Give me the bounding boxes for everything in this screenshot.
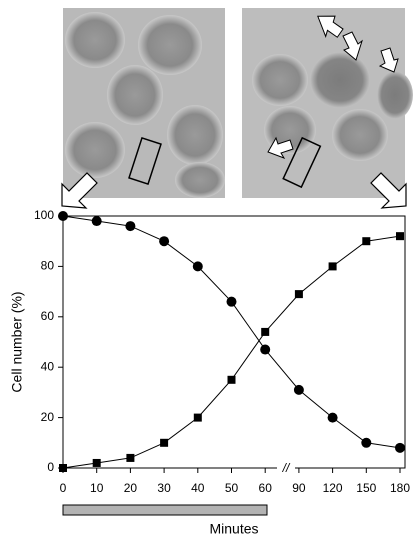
series-line	[62, 235, 401, 469]
y-tick-label: 80	[41, 259, 55, 273]
micrograph-after	[242, 8, 413, 198]
time-bar	[62, 504, 268, 516]
y-tick-label: 40	[41, 359, 55, 373]
y-tick-label: 60	[41, 309, 55, 323]
y-tick-label: 100	[34, 208, 54, 222]
x-tick-label: 120	[323, 481, 343, 495]
x-tick-label: 180	[390, 481, 410, 495]
axis-break-gap	[277, 462, 295, 474]
x-tick-label: 40	[191, 481, 205, 495]
micrograph-before	[63, 8, 225, 198]
arrows	[61, 172, 407, 209]
marker-circle	[226, 296, 237, 307]
marker-square	[294, 290, 303, 299]
marker-circle	[58, 211, 68, 221]
marker-circle	[91, 216, 102, 227]
marker-square	[126, 453, 135, 462]
x-tick-label: 10	[90, 481, 104, 495]
marker-square	[261, 327, 270, 336]
marker-circle	[293, 384, 304, 395]
series-line	[62, 215, 401, 449]
x-tick-label: 30	[157, 481, 171, 495]
marker-circle	[159, 236, 170, 247]
marker-circle	[260, 344, 271, 355]
marker-square	[362, 237, 371, 246]
plot-frame	[62, 215, 406, 469]
marker-circle	[395, 442, 405, 453]
marker-square	[193, 413, 202, 422]
marker-square	[160, 438, 169, 447]
x-tick-label: 90	[292, 481, 306, 495]
marker-circle	[192, 261, 203, 272]
marker-square	[59, 464, 67, 472]
marker-circle	[125, 221, 136, 232]
marker-square	[328, 262, 337, 271]
x-tick-label: 150	[356, 481, 376, 495]
marker-circle	[327, 412, 338, 423]
x-axis-label: Minutes	[209, 521, 258, 537]
x-tick-label: 20	[124, 481, 138, 495]
marker-circle	[361, 437, 372, 448]
marker-square	[92, 458, 101, 467]
marker-square	[396, 232, 404, 241]
x-tick-label: 50	[225, 481, 239, 495]
marker-square	[227, 375, 236, 384]
axis-break: //	[282, 461, 291, 475]
x-tick-label: 60	[259, 481, 273, 495]
y-tick-label: 0	[47, 460, 54, 474]
y-axis-label: Cell number (%)	[9, 291, 25, 392]
y-tick-label: 20	[41, 410, 55, 424]
x-tick-label: 0	[60, 481, 67, 495]
